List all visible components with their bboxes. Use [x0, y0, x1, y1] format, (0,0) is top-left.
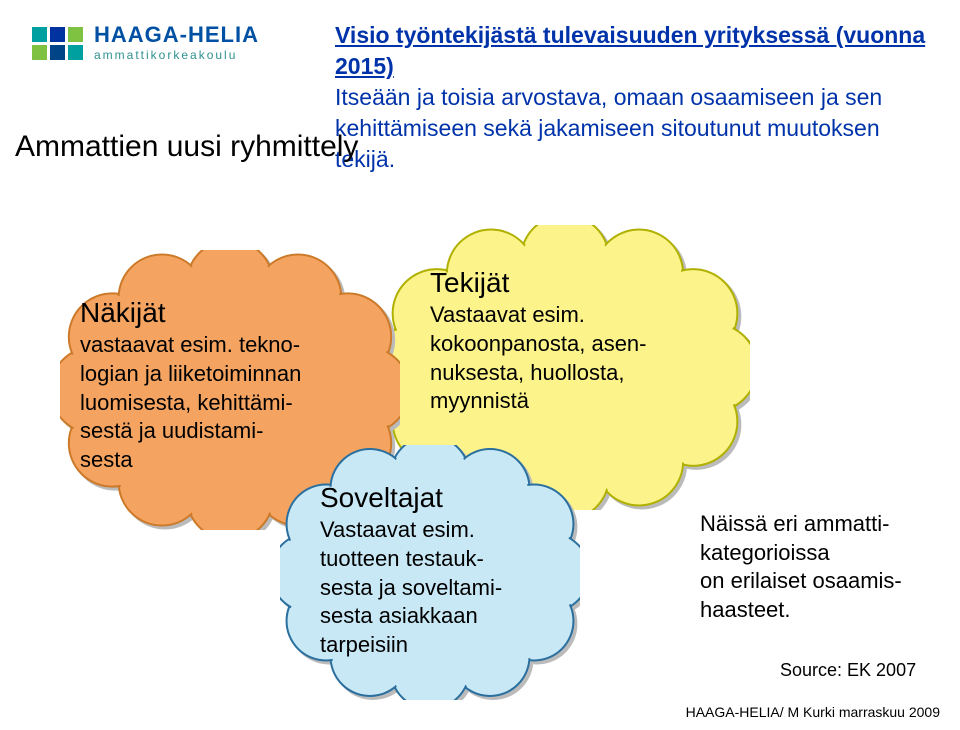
vision-title: Visio työntekijästä tulevaisuuden yrityk… — [335, 22, 925, 79]
cloud-tekijat-body: Vastaavat esim.kokoonpanosta, asen-nukse… — [430, 302, 647, 413]
cloud-tekijat-text: TekijätVastaavat esim.kokoonpanosta, ase… — [430, 265, 740, 416]
page-title: Ammattien uusi ryhmittely — [15, 130, 358, 164]
logo-name: HAAGA-HELIA — [94, 22, 259, 48]
footer-text: HAAGA-HELIA/ M Kurki marraskuu 2009 — [686, 704, 940, 720]
cloud-nakijat-text: Näkijätvastaavat esim. tekno-logian ja l… — [80, 295, 360, 474]
cloud-nakijat-heading: Näkijät — [80, 295, 360, 331]
cloud-soveltajat-text: SoveltajatVastaavat esim.tuotteen testau… — [320, 480, 560, 659]
logo: HAAGA-HELIA ammattikorkeakoulu — [30, 22, 259, 78]
logo-mark-icon — [30, 22, 86, 78]
source-text: Source: EK 2007 — [780, 660, 916, 681]
vision-block: Visio työntekijästä tulevaisuuden yrityk… — [335, 20, 935, 175]
vision-body: Itseään ja toisia arvostava, omaan osaam… — [335, 84, 882, 172]
cloud-tekijat-heading: Tekijät — [430, 265, 740, 301]
note-text: Näissä eri ammatti-kategorioissaon erila… — [700, 510, 950, 624]
cloud-nakijat-body: vastaavat esim. tekno-logian ja liiketoi… — [80, 332, 301, 471]
logo-subtitle: ammattikorkeakoulu — [94, 48, 259, 62]
cloud-soveltajat-heading: Soveltajat — [320, 480, 560, 516]
cloud-soveltajat-body: Vastaavat esim.tuotteen testauk-sesta ja… — [320, 517, 502, 656]
